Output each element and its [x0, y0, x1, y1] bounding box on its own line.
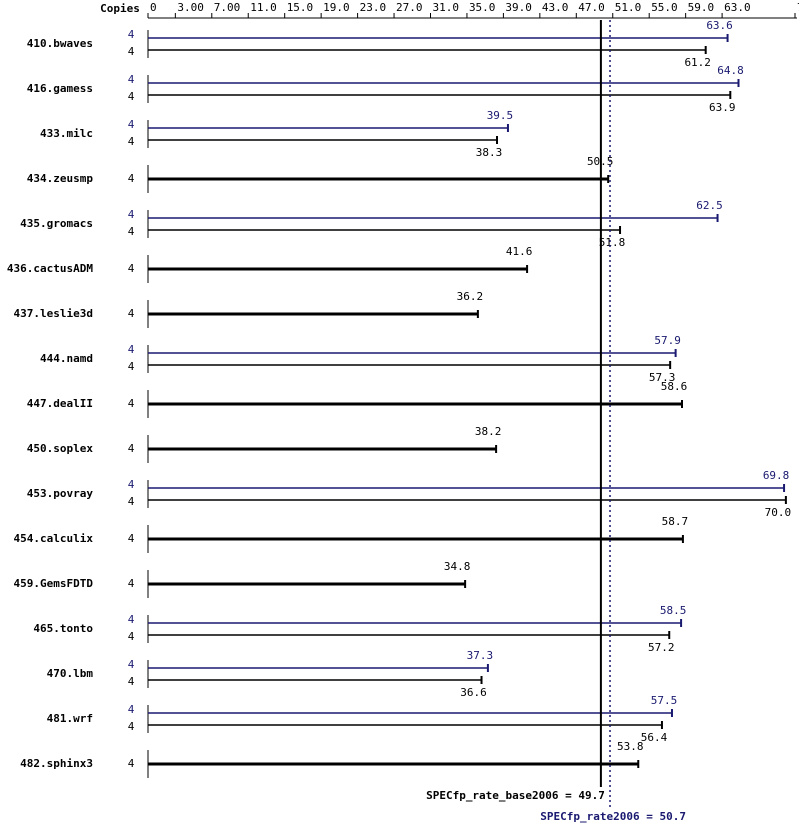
benchmark-name: 453.povray [27, 487, 94, 500]
copies: 4 [128, 225, 135, 238]
value-label: 57.9 [654, 334, 681, 347]
benchmark-name: 433.milc [40, 127, 93, 140]
copies: 4 [128, 675, 135, 688]
benchmark-name: 459.GemsFDTD [14, 577, 94, 590]
copies: 4 [128, 360, 135, 373]
value-label: 69.8 [763, 469, 790, 482]
copies: 4 [128, 478, 135, 491]
benchmark-name: 447.dealII [27, 397, 93, 410]
value-label: 38.2 [475, 425, 502, 438]
value-label: 58.6 [661, 380, 688, 393]
x-tick-label: 35.0 [469, 1, 496, 14]
copies: 4 [128, 495, 135, 508]
x-tick-label: 59.0 [688, 1, 715, 14]
benchmark-name: 436.cactusADM [7, 262, 93, 275]
value-label: 63.9 [709, 101, 736, 114]
copies: 4 [128, 703, 135, 716]
copies: 4 [128, 90, 135, 103]
copies: 4 [128, 135, 135, 148]
benchmark-name: 482.sphinx3 [20, 757, 93, 770]
benchmark-name: 434.zeusmp [27, 172, 94, 185]
benchmark-name: 465.tonto [33, 622, 93, 635]
value-label: 63.6 [706, 19, 733, 32]
value-label: 34.8 [444, 560, 471, 573]
value-label: 37.3 [467, 649, 494, 662]
copies: 4 [128, 658, 135, 671]
copies: 4 [128, 307, 135, 320]
x-tick-label: 27.0 [396, 1, 423, 14]
copies: 4 [128, 720, 135, 733]
x-tick-label: 55.0 [651, 1, 678, 14]
value-label: 70.0 [765, 506, 792, 519]
value-label: 53.8 [617, 740, 644, 753]
benchmark-name: 450.soplex [27, 442, 94, 455]
x-tick-label: 43.0 [542, 1, 569, 14]
value-label: 62.5 [696, 199, 723, 212]
reference-label: SPECfp_rate_base2006 = 49.7 [426, 789, 605, 802]
x-tick-label: 47.0 [578, 1, 605, 14]
benchmark-name: 410.bwaves [27, 37, 93, 50]
value-label: 57.5 [651, 694, 678, 707]
copies: 4 [128, 613, 135, 626]
copies: 4 [128, 630, 135, 643]
value-label: 56.4 [641, 731, 668, 744]
value-label: 61.2 [684, 56, 711, 69]
x-tick-label: 31.0 [432, 1, 459, 14]
x-tick-label: 3.00 [177, 1, 204, 14]
value-label: 39.5 [487, 109, 514, 122]
x-tick-label: 71.0 [797, 1, 799, 14]
copies: 4 [128, 73, 135, 86]
benchmark-name: 416.gamess [27, 82, 93, 95]
value-label: 38.3 [476, 146, 503, 159]
copies: 4 [128, 208, 135, 221]
value-label: 57.3 [649, 371, 676, 384]
benchmark-name: 435.gromacs [20, 217, 93, 230]
copies: 4 [128, 45, 135, 58]
x-tick-label: 11.0 [250, 1, 277, 14]
x-tick-label: 7.00 [214, 1, 241, 14]
copies: 4 [128, 343, 135, 356]
copies: 4 [128, 757, 135, 770]
benchmark-name: 454.calculix [14, 532, 94, 545]
copies: 4 [128, 577, 135, 590]
copies: 4 [128, 172, 135, 185]
copies: 4 [128, 28, 135, 41]
value-label: 64.8 [717, 64, 744, 77]
value-label: 36.6 [460, 686, 487, 699]
copies: 4 [128, 262, 135, 275]
copies: 4 [128, 532, 135, 545]
value-label: 58.5 [660, 604, 687, 617]
copies: 4 [128, 118, 135, 131]
copies: 4 [128, 397, 135, 410]
copies: 4 [128, 442, 135, 455]
value-label: 58.7 [662, 515, 689, 528]
value-label: 57.2 [648, 641, 675, 654]
x-tick-label: 39.0 [505, 1, 532, 14]
reference-label: SPECfp_rate2006 = 50.7 [540, 810, 686, 823]
x-tick-label: 15.0 [287, 1, 314, 14]
x-tick-label: 63.0 [724, 1, 751, 14]
value-label: 36.2 [457, 290, 484, 303]
benchmark-name: 437.leslie3d [14, 307, 93, 320]
value-label: 51.8 [599, 236, 626, 249]
copies-header: Copies [100, 2, 140, 15]
x-tick-label: 0 [150, 1, 157, 14]
benchmark-name: 470.lbm [47, 667, 94, 680]
value-label: 41.6 [506, 245, 533, 258]
benchmark-name: 481.wrf [47, 712, 93, 725]
x-tick-label: 23.0 [360, 1, 387, 14]
x-tick-label: 51.0 [615, 1, 642, 14]
x-tick-label: 19.0 [323, 1, 350, 14]
benchmark-name: 444.namd [40, 352, 93, 365]
